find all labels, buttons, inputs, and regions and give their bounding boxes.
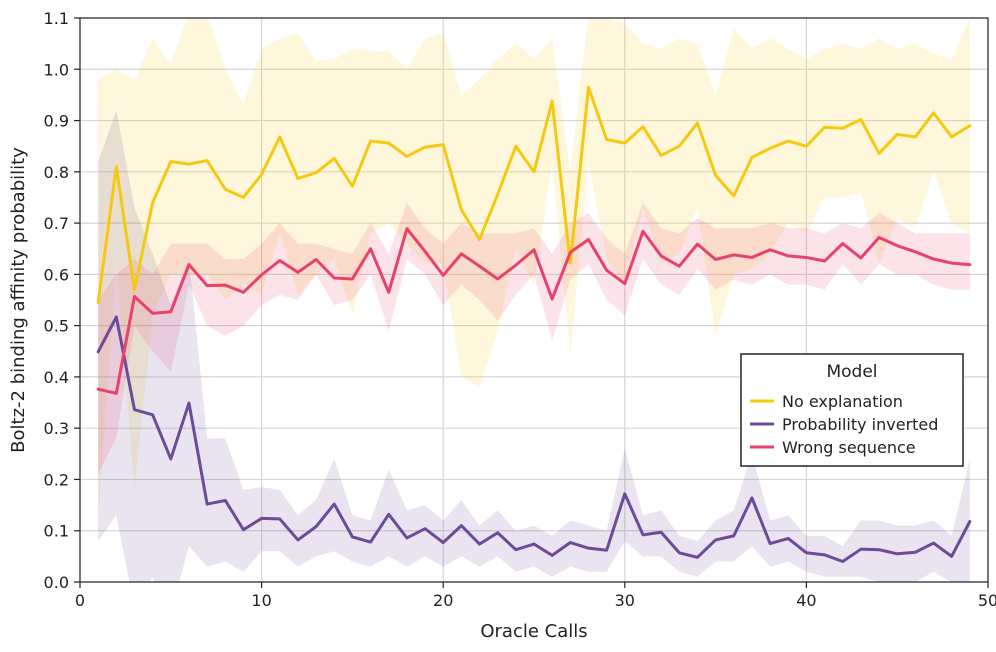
legend: Model No explanation Probability inverted… — [740, 353, 964, 467]
band-2 — [98, 202, 970, 475]
y-tick-label: 0.7 — [44, 214, 69, 233]
y-tick-label: 0.1 — [44, 522, 69, 541]
series-line-0 — [96, 85, 972, 305]
x-tick-label: 20 — [433, 591, 453, 610]
y-tick-label: 0.8 — [44, 163, 69, 182]
series-line-1 — [96, 315, 972, 563]
legend-label-2: Wrong sequence — [782, 438, 916, 457]
band-0 — [98, 18, 970, 521]
y-tick-label: 0.2 — [44, 470, 69, 489]
x-axis-label: Oracle Calls — [480, 621, 587, 642]
y-tick-label: 0.6 — [44, 265, 69, 284]
confidence-bands — [98, 18, 970, 582]
y-axis-label: Boltz-2 binding affinity probability — [8, 147, 29, 453]
x-tick-label: 50 — [978, 591, 996, 610]
x-tick-label: 10 — [251, 591, 271, 610]
y-axis-ticks: 0.0 0.1 0.2 0.3 0.4 0.5 0.6 0.7 0.8 0.9 1.0 1.1 — [44, 9, 80, 592]
y-tick-label: 1.0 — [44, 60, 69, 79]
series-lines — [96, 85, 972, 563]
legend-box — [740, 353, 964, 467]
y-tick-label: 1.1 — [44, 9, 69, 28]
series-line-2 — [96, 227, 972, 395]
legend-label-0: No explanation — [782, 392, 903, 411]
x-tick-label: 0 — [75, 591, 85, 610]
legend-label-1: Probability inverted — [782, 415, 938, 434]
legend-items: No explanation Probability inverted Wrong … — [750, 392, 938, 457]
legend-title: Model — [826, 362, 877, 382]
y-tick-label: 0.9 — [44, 112, 69, 131]
y-tick-label: 0.5 — [44, 317, 69, 336]
y-tick-label: 0.4 — [44, 368, 69, 387]
x-axis-ticks: 0 10 20 30 40 50 — [75, 582, 996, 610]
plot-frame — [79, 17, 989, 583]
y-tick-label: 0.0 — [44, 573, 69, 592]
y-tick-label: 0.3 — [44, 419, 69, 438]
x-tick-label: 40 — [796, 591, 816, 610]
x-tick-label: 30 — [615, 591, 635, 610]
